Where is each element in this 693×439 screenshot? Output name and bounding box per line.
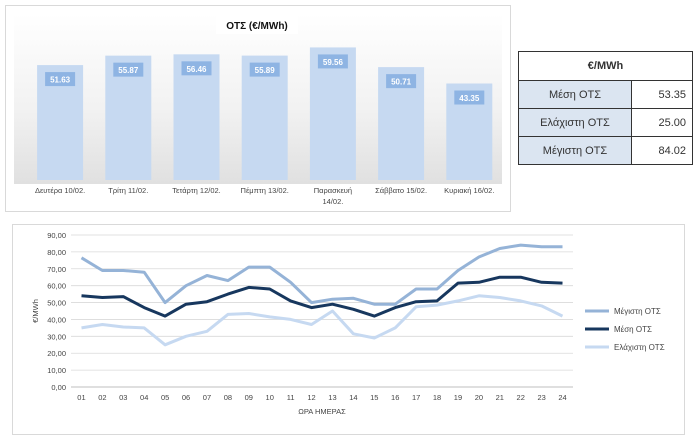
x-tick-label: 05	[161, 393, 169, 402]
x-tick-label: 24	[558, 393, 566, 402]
x-tick-label: 17	[412, 393, 420, 402]
bar-category-label: 14/02.	[322, 197, 343, 206]
y-tick-label: 70,00	[47, 265, 66, 274]
stat-value-avg: 53.35	[631, 80, 693, 109]
stat-label-avg: Μέση ΟΤΣ	[518, 80, 632, 109]
bar-value-label: 51.63	[50, 76, 71, 85]
line-chart-canvas: 0,00 10,00 20,00 30,00 40,00 50,00 60,00 70,00 8…	[31, 231, 665, 416]
bar-category-label: Τετάρτη 12/02.	[172, 186, 221, 195]
table-row: Ελάχιστη ΟΤΣ 25.00	[518, 108, 693, 137]
legend-label: Μέγιστη ΟΤΣ	[614, 307, 661, 316]
y-tick-label: 30,00	[47, 332, 66, 341]
x-tick-label: 09	[245, 393, 253, 402]
x-tick-label: 21	[496, 393, 504, 402]
bar-label-box	[45, 72, 76, 87]
bar-chart-canvas: ΟΤΣ (€/MWh) 51.63 Δευτέρα 10/02. 55.87 Τρίτ…	[14, 14, 502, 206]
x-tick-label: 06	[182, 393, 190, 402]
bar-label-box	[113, 62, 144, 77]
x-tick-label: 02	[98, 393, 106, 402]
x-tick-label: 15	[370, 393, 378, 402]
daily-price-bar-chart: ΟΤΣ (€/MWh) 51.63 Δευτέρα 10/02. 55.87 Τρίτ…	[5, 5, 511, 212]
price-stats-table: €/MWh Μέση ΟΤΣ 53.35 Ελάχιστη ΟΤΣ 25.00 …	[518, 51, 693, 165]
x-tick-label: 16	[391, 393, 399, 402]
series-line	[81, 275, 563, 318]
legend-label: Μέση ΟΤΣ	[614, 325, 652, 334]
bar-category-label: Δευτέρα 10/02.	[35, 186, 85, 195]
y-axis-title: €/MWh	[31, 299, 40, 323]
series-line	[81, 294, 564, 347]
x-tick-label: 13	[328, 393, 336, 402]
x-tick-label: 22	[517, 393, 525, 402]
x-tick-label: 01	[77, 393, 85, 402]
y-tick-label: 90,00	[47, 231, 66, 240]
bar-value-label: 50.71	[391, 78, 412, 87]
y-tick-label: 10,00	[47, 366, 66, 375]
bar-category-label: Παρασκευή	[314, 186, 352, 195]
title-box	[216, 16, 298, 34]
x-tick-label: 14	[349, 393, 357, 402]
x-tick-label: 04	[140, 393, 148, 402]
bar-label-box	[317, 54, 348, 69]
x-tick-label: 20	[475, 393, 483, 402]
series-line	[80, 243, 563, 306]
x-tick-label: 19	[454, 393, 462, 402]
x-tick-label: 03	[119, 393, 127, 402]
y-tick-label: 50,00	[47, 299, 66, 308]
table-header-row: €/MWh	[518, 51, 693, 81]
x-tick-label: 12	[307, 393, 315, 402]
stat-value-max: 84.02	[631, 136, 693, 165]
table-row: Μέση ΟΤΣ 53.35	[518, 80, 693, 109]
y-tick-label: 20,00	[47, 349, 66, 358]
y-tick-label: 0,00	[51, 383, 66, 392]
bar-chart-title: ΟΤΣ (€/MWh)	[226, 21, 288, 32]
x-axis-title: ΩΡΑ ΗΜΕΡΑΣ	[298, 407, 346, 416]
x-tick-label: 23	[537, 393, 545, 402]
y-tick-label: 80,00	[47, 248, 66, 257]
bar-value-label: 55.89	[255, 66, 276, 75]
x-tick-label: 10	[266, 393, 274, 402]
legend-label: Ελάχιστη ΟΤΣ	[614, 343, 665, 352]
x-tick-label: 08	[224, 393, 232, 402]
bar-value-label: 43.35	[459, 94, 480, 103]
stat-label-max: Μέγιστη ΟΤΣ	[518, 136, 632, 165]
bar-label-box	[454, 90, 485, 105]
bar-value-label: 56.46	[186, 65, 207, 74]
x-tick-label: 11	[287, 393, 295, 402]
bar-label-box	[386, 74, 417, 89]
bar-category-label: Κυριακή 16/02.	[444, 186, 494, 195]
x-tick-label: 07	[203, 393, 211, 402]
bar-category-label: Τρίτη 11/02.	[108, 186, 148, 195]
bar-label-box	[249, 62, 280, 77]
y-tick-label: 40,00	[47, 315, 66, 324]
table-header: €/MWh	[518, 51, 693, 81]
bar-category-label: Πέμπτη 13/02.	[241, 186, 289, 195]
y-tick-label: 60,00	[47, 282, 66, 291]
bar-label-box	[181, 61, 212, 76]
bar-value-label: 55.87	[118, 66, 139, 75]
stat-value-min: 25.00	[631, 108, 693, 137]
hourly-price-line-chart: 0,00 10,00 20,00 30,00 40,00 50,00 60,00 70,00 8…	[12, 224, 685, 435]
stat-label-min: Ελάχιστη ΟΤΣ	[518, 108, 632, 137]
table-row: Μέγιστη ΟΤΣ 84.02	[518, 136, 693, 165]
x-tick-label: 18	[433, 393, 441, 402]
bar-category-label: Σάββατο 15/02.	[375, 186, 427, 195]
bar	[309, 47, 356, 180]
bar-value-label: 59.56	[323, 58, 344, 67]
